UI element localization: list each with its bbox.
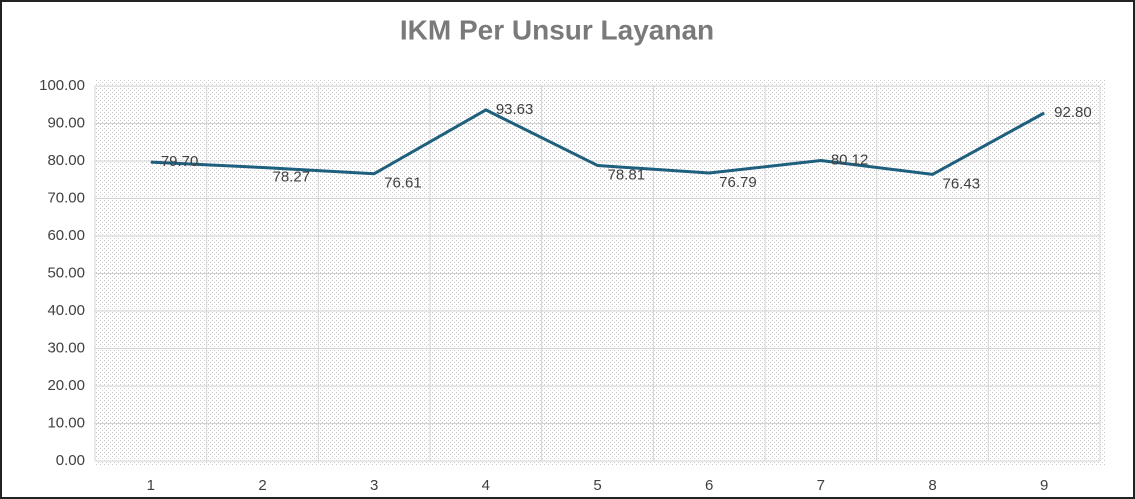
y-tick-label: 10.00: [47, 414, 85, 431]
data-label: 80.12: [831, 152, 869, 169]
y-tick-label: 60.00: [47, 227, 85, 244]
data-label: 79.70: [161, 153, 199, 170]
y-tick-label: 40.00: [47, 302, 85, 319]
y-tick-label: 50.00: [47, 264, 85, 281]
data-label: 76.61: [384, 175, 422, 192]
x-tick-label: 9: [1040, 477, 1048, 494]
plot-area: [95, 80, 1105, 465]
x-tick-label: 5: [593, 477, 601, 494]
x-tick-label: 7: [817, 477, 825, 494]
data-label: 93.63: [496, 101, 534, 118]
y-tick-label: 20.00: [47, 377, 85, 394]
data-label: 76.79: [719, 174, 757, 191]
y-tick-label: 80.00: [47, 152, 85, 169]
y-tick-label: 0.00: [56, 452, 85, 469]
data-label: 78.81: [608, 166, 646, 183]
y-tick-label: 70.00: [47, 189, 85, 206]
y-tick-label: 100.00: [39, 77, 85, 94]
x-tick-label: 3: [370, 477, 378, 494]
x-tick-label: 2: [258, 477, 266, 494]
data-label: 92.80: [1054, 104, 1092, 121]
data-label: 78.27: [273, 168, 311, 185]
y-tick-label: 30.00: [47, 339, 85, 356]
series-line: [150, 108, 1045, 176]
chart-title: IKM Per Unsur Layanan: [400, 14, 714, 45]
x-tick-label: 6: [705, 477, 713, 494]
y-tick-label: 90.00: [47, 114, 85, 131]
x-tick-label: 8: [928, 477, 936, 494]
data-label: 76.43: [943, 175, 981, 192]
x-tick-label: 4: [482, 477, 490, 494]
x-tick-label: 1: [147, 477, 155, 494]
